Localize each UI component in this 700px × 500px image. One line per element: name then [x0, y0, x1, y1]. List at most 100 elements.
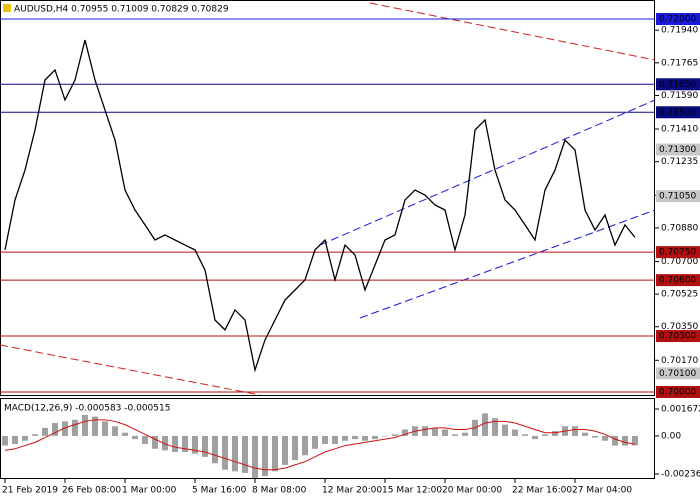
y-tick-label: 0.71765 — [661, 58, 698, 68]
macd-bar — [362, 435, 368, 441]
macd-bar — [2, 435, 8, 446]
x-tick-label: 8 Mar 08:00 — [252, 486, 307, 496]
macd-bar — [622, 435, 628, 446]
macd-bar — [262, 435, 268, 477]
level-label: 0.71050 — [659, 192, 696, 202]
macd-bar — [542, 434, 548, 436]
macd-bar — [152, 435, 158, 449]
level-label: 0.72000 — [659, 15, 696, 25]
chart-title: AUDUSD,H4 0.70955 0.71009 0.70829 0.7082… — [14, 5, 229, 15]
macd-bar — [512, 429, 518, 436]
macd-bar — [292, 435, 298, 461]
y-tick-label: 0.71410 — [661, 125, 698, 135]
level-box — [656, 143, 700, 156]
macd-bar — [252, 435, 258, 478]
macd-bar — [432, 427, 438, 436]
macd-bar — [322, 435, 328, 444]
level-box — [656, 330, 700, 343]
y-tick-label: 0.71940 — [661, 26, 698, 36]
y-tick-label: 0.70700 — [661, 257, 698, 267]
macd-bar — [492, 418, 498, 436]
macd-bar — [182, 435, 188, 453]
macd-bar — [192, 435, 198, 454]
macd-bar — [62, 421, 68, 436]
level-label: 0.71300 — [659, 145, 696, 155]
macd-bar — [312, 435, 318, 449]
macd-title: MACD(12,26,9) -0.000583 -0.000515 — [4, 404, 170, 414]
y-tick-label: 0.70170 — [661, 356, 698, 366]
level-label: 0.70750 — [659, 248, 696, 258]
macd-bar — [342, 435, 348, 441]
level-box — [656, 78, 700, 91]
macd-bar — [32, 434, 38, 436]
y-tick-label: 0.71235 — [661, 157, 698, 167]
macd-panel — [0, 398, 655, 479]
macd-bar — [502, 424, 508, 436]
macd-bar — [42, 427, 48, 436]
macd-bar — [442, 429, 448, 436]
level-label: 0.70600 — [659, 276, 696, 286]
macd-bar — [22, 435, 28, 441]
x-tick-label: 21 Feb 2019 — [2, 486, 58, 496]
level-box — [656, 106, 700, 119]
macd-bar — [242, 435, 248, 473]
macd-bar — [12, 435, 18, 444]
macd-bar — [382, 435, 388, 437]
y-tick-label: -0.002366 — [661, 470, 700, 480]
y-tick-label: 0.70350 — [661, 322, 698, 332]
y-tick-label: 0.00 — [661, 431, 681, 441]
macd-bar — [82, 414, 88, 436]
x-tick-label: 22 Mar 16:00 — [512, 486, 572, 496]
y-tick-label: 0.001672 — [661, 404, 700, 414]
x-tick-label: 1 Mar 00:00 — [122, 486, 177, 496]
level-box — [656, 246, 700, 259]
macd-bar — [232, 435, 238, 472]
macd-bar — [402, 429, 408, 436]
macd-bar — [612, 435, 618, 446]
macd-bar — [392, 434, 398, 436]
macd-bar — [92, 416, 98, 436]
macd-bar — [522, 434, 528, 436]
macd-bar — [112, 426, 118, 436]
level-label: 0.70300 — [659, 332, 696, 342]
level-box — [656, 190, 700, 203]
macd-bar — [552, 431, 558, 436]
macd-bar — [202, 435, 208, 457]
x-tick-label: 12 Mar 20:00 — [322, 486, 382, 496]
x-tick-label: 27 Mar 04:00 — [572, 486, 632, 496]
channel-line — [359, 209, 656, 319]
price-panel — [0, 0, 655, 396]
macd-bar — [422, 426, 428, 436]
y-tick-label: 0.70525 — [661, 290, 698, 300]
macd-bar — [602, 435, 608, 441]
macd-bar — [122, 432, 128, 436]
macd-bar — [282, 435, 288, 465]
macd-bar — [572, 426, 578, 436]
y-tick-label: 0.71590 — [661, 91, 698, 101]
macd-bar — [72, 419, 78, 436]
level-label: 0.70100 — [659, 369, 696, 379]
macd-bar — [142, 435, 148, 444]
price-line — [4, 39, 636, 373]
level-box — [656, 13, 700, 26]
channel-line — [319, 99, 656, 246]
macd-bar — [452, 434, 458, 436]
macd-bar — [582, 432, 588, 436]
macd-bar — [52, 423, 58, 436]
x-tick-label: 15 Mar 12:00 — [382, 486, 442, 496]
level-label: 0.70000 — [659, 388, 696, 398]
level-box — [656, 386, 700, 398]
macd-bar — [222, 435, 228, 470]
macd-bar — [212, 435, 218, 464]
macd-bar — [592, 435, 598, 438]
macd-bar — [372, 435, 378, 440]
symbol-icon — [3, 4, 11, 12]
macd-bar — [102, 421, 108, 436]
x-tick-label: 20 Mar 00:00 — [442, 486, 502, 496]
macd-bar — [532, 435, 538, 440]
macd-bar — [272, 435, 278, 472]
macd-bar — [132, 435, 138, 440]
trend-line — [369, 2, 656, 61]
macd-bar — [462, 432, 468, 436]
